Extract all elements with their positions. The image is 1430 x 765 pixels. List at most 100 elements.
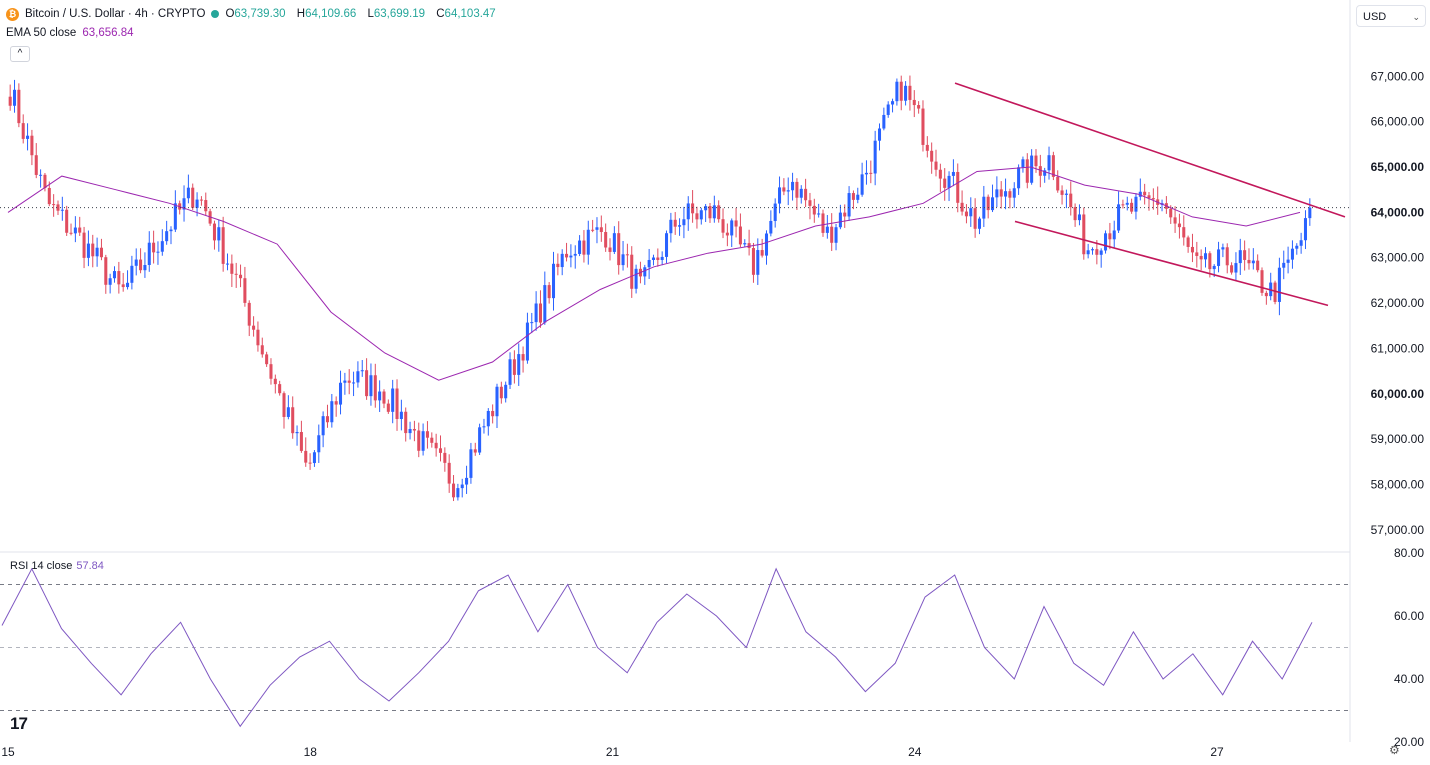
- candle-body: [964, 211, 968, 217]
- candle-body: [899, 81, 903, 101]
- candle-body: [425, 431, 429, 438]
- candle-body: [591, 229, 595, 231]
- candle-body: [312, 452, 316, 464]
- candle-body: [204, 200, 208, 212]
- candle-body: [34, 155, 38, 175]
- candle-body: [986, 196, 990, 211]
- candle-body: [560, 253, 564, 268]
- candle-body: [651, 257, 656, 260]
- candle-body: [582, 240, 586, 255]
- chart-header: ₿ Bitcoin / U.S. Dollar · 4h · CRYPTO O6…: [6, 6, 504, 41]
- candle-body: [43, 174, 47, 188]
- candle-body: [586, 229, 590, 255]
- candle-body: [317, 435, 321, 453]
- candle-body: [921, 108, 925, 145]
- candle-body: [973, 208, 977, 229]
- candle-body: [1004, 191, 1008, 197]
- channel-upper-line: [954, 82, 1346, 218]
- candle-body: [508, 359, 512, 385]
- candle-body: [751, 248, 755, 275]
- candle-body: [851, 193, 855, 200]
- candle-body: [156, 251, 160, 253]
- candle-body: [1125, 202, 1129, 205]
- candle-body: [17, 89, 21, 124]
- candle-body: [947, 175, 951, 188]
- price-tick-label: 62,000.00: [1371, 296, 1425, 310]
- candle-body: [234, 273, 238, 275]
- candle-body: [551, 263, 556, 299]
- candle-body: [1295, 245, 1299, 249]
- candle-body: [569, 255, 573, 258]
- candle-body: [56, 204, 60, 211]
- candle-body: [743, 243, 747, 245]
- candle-body: [1082, 214, 1086, 255]
- candle-body: [299, 432, 303, 451]
- candle-body: [838, 212, 842, 228]
- candle-body: [121, 284, 125, 288]
- symbol-title[interactable]: Bitcoin / U.S. Dollar · 4h · CRYPTO: [25, 8, 206, 20]
- candle-body: [1051, 155, 1055, 177]
- candle-body: [291, 407, 295, 434]
- candle-body: [982, 196, 986, 219]
- candle-body: [864, 172, 868, 175]
- candle-body: [60, 209, 64, 211]
- candle-body: [469, 449, 473, 478]
- chevron-down-icon: ⌄: [1412, 12, 1420, 22]
- time-tick-label: 21: [606, 745, 620, 759]
- candle-body: [78, 227, 82, 233]
- candle-body: [604, 232, 608, 248]
- candle-body: [1221, 247, 1225, 250]
- candle-body: [52, 204, 56, 206]
- candle-body: [1077, 214, 1081, 221]
- candle-body: [434, 442, 438, 449]
- candle-body: [691, 203, 695, 214]
- ema-label[interactable]: EMA 50 close: [6, 27, 77, 39]
- candle-body: [1038, 166, 1042, 176]
- candle-body: [1247, 259, 1251, 264]
- candle-body: [1104, 233, 1108, 251]
- candle-body: [877, 128, 882, 141]
- candle-body: [1056, 176, 1060, 191]
- tradingview-logo[interactable]: 17: [10, 714, 28, 733]
- candle-body: [1290, 248, 1294, 260]
- collapse-legend-button[interactable]: ^: [10, 46, 30, 62]
- candle-body: [460, 484, 464, 489]
- currency-value: USD: [1363, 11, 1387, 23]
- candle-body: [304, 450, 308, 463]
- candle-body: [856, 194, 860, 200]
- candle-body: [578, 240, 582, 254]
- rsi-label[interactable]: RSI 14 close: [10, 560, 73, 572]
- candle-body: [91, 243, 95, 257]
- price-tick-label: 65,000.00: [1371, 160, 1425, 174]
- channel-lower-line: [1014, 220, 1329, 307]
- candle-body: [925, 144, 929, 151]
- price-tick-label: 64,000.00: [1371, 205, 1425, 219]
- candle-body: [1043, 170, 1047, 176]
- candle-body: [495, 386, 499, 417]
- candle-body: [678, 225, 682, 227]
- candle-body: [417, 430, 421, 451]
- price-tick-label: 58,000.00: [1371, 478, 1425, 492]
- candle-body: [804, 188, 808, 201]
- candle-body: [608, 247, 612, 252]
- candle-body: [360, 370, 364, 372]
- candle-body: [769, 220, 773, 234]
- candle-body: [791, 181, 795, 191]
- candle-body: [473, 449, 477, 453]
- candle-body: [295, 432, 299, 434]
- candle-body: [1186, 237, 1190, 247]
- candle-body: [951, 171, 955, 176]
- candle-body: [708, 206, 712, 219]
- candle-body: [212, 223, 216, 241]
- candle-body: [530, 322, 534, 324]
- candle-body: [321, 416, 325, 436]
- candle-body: [369, 375, 373, 397]
- currency-select[interactable]: USD ⌄: [1356, 5, 1426, 27]
- candle-body: [182, 198, 186, 210]
- candle-body: [147, 242, 151, 266]
- settings-icon[interactable]: ⚙: [1389, 743, 1400, 757]
- candle-body: [812, 205, 816, 215]
- candle-body: [686, 203, 690, 220]
- candle-body: [1243, 250, 1247, 260]
